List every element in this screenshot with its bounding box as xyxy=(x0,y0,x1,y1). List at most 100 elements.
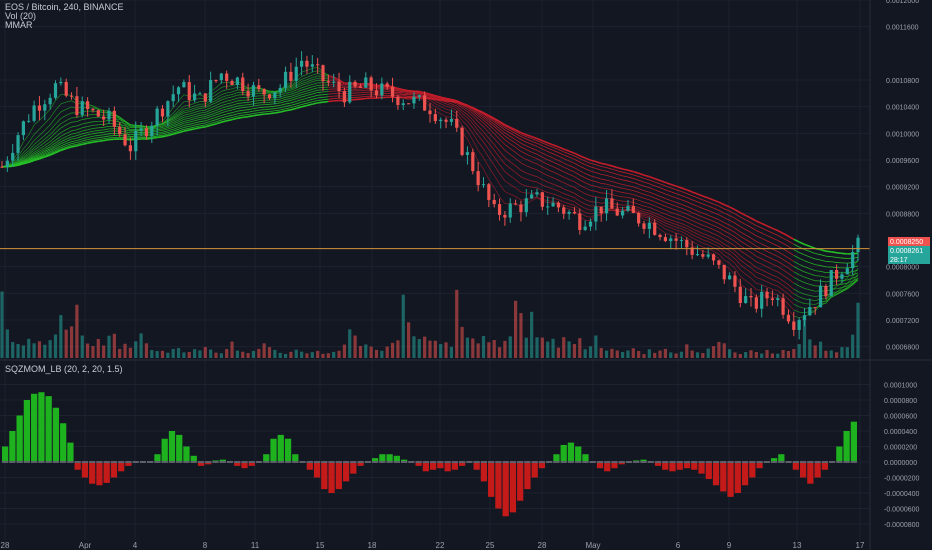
ribbon-segment xyxy=(697,243,704,248)
volume-bar xyxy=(749,350,753,358)
ribbon-segment xyxy=(520,133,527,137)
ribbon-segment xyxy=(584,187,591,191)
volume-bar xyxy=(808,339,812,358)
volume-bar xyxy=(294,349,298,358)
ribbon-segment xyxy=(205,112,211,115)
symbol-legend[interactable]: EOS / Bitcoin, 240, BINANCE xyxy=(5,2,124,12)
ribbon-segment xyxy=(756,277,762,280)
ribbon-segment xyxy=(590,162,596,166)
ribbon-segment xyxy=(461,125,468,132)
ribbon-segment xyxy=(558,160,564,164)
ribbon-segment xyxy=(515,165,522,171)
momentum-axis[interactable]: 0.00010000.00008000.00006000.00004000.00… xyxy=(884,383,920,530)
ribbon-segment xyxy=(119,119,126,123)
ribbon-segment xyxy=(708,235,714,239)
ribbon-segment xyxy=(119,122,126,131)
ribbon-segment xyxy=(167,128,174,132)
ribbon-segment xyxy=(697,218,704,222)
ribbon-segment xyxy=(584,182,591,186)
candle-body xyxy=(637,213,641,224)
ribbon-segment xyxy=(536,140,543,144)
ribbon-segment xyxy=(44,141,51,146)
candle-body xyxy=(0,166,4,168)
ribbon-segment xyxy=(638,172,645,176)
ribbon-segment xyxy=(574,204,581,210)
ribbon-segment xyxy=(87,140,94,142)
volume-bar xyxy=(0,291,4,358)
ribbon-segment xyxy=(28,155,35,160)
ribbon-segment xyxy=(301,74,308,77)
time-tick-label: 28 xyxy=(538,541,547,550)
ribbon-segment xyxy=(520,139,527,143)
ribbon-segment xyxy=(445,98,452,100)
ribbon-segment xyxy=(659,195,666,199)
ribbon-segment xyxy=(285,98,291,100)
ribbon-segment xyxy=(28,152,35,157)
ribbon-segment xyxy=(649,175,655,180)
ribbon-segment xyxy=(49,146,56,151)
momentum-bar xyxy=(371,458,379,462)
squeeze-dot xyxy=(226,461,234,463)
ribbon-segment xyxy=(606,183,612,186)
ribbon-segment xyxy=(194,118,201,122)
ribbon-segment xyxy=(66,133,72,137)
ribbon-segment xyxy=(734,258,741,265)
volume-legend[interactable]: Vol (20) xyxy=(5,11,37,21)
ribbon-segment xyxy=(579,165,586,170)
squeeze-dot xyxy=(328,461,335,463)
ribbon-segment xyxy=(435,103,441,107)
ribbon-segment xyxy=(467,120,474,129)
ribbon-segment xyxy=(285,104,291,107)
ribbon-segment xyxy=(563,193,570,196)
ribbon-segment xyxy=(585,199,591,203)
volume-bar xyxy=(551,338,555,358)
ribbon-segment xyxy=(831,261,837,263)
squeeze-dot xyxy=(125,461,132,463)
volume-bar xyxy=(679,351,684,358)
squeeze-legend[interactable]: SQZMOM_LB (20, 2, 20, 1.5) xyxy=(5,364,123,374)
volume-bar xyxy=(626,350,630,358)
ribbon-segment xyxy=(675,202,682,205)
squeeze-dot xyxy=(31,461,38,463)
candle-body xyxy=(818,285,823,308)
ribbon-segment xyxy=(740,259,746,265)
squeeze-dot xyxy=(524,461,531,463)
mmar-legend[interactable]: MMAR xyxy=(5,20,33,30)
ribbon-segment xyxy=(23,161,29,165)
ribbon-segment xyxy=(718,205,725,210)
ribbon-segment xyxy=(183,119,190,122)
ribbon-segment xyxy=(766,266,773,270)
ribbon-segment xyxy=(638,179,645,183)
ribbon-segment xyxy=(87,117,94,119)
ribbon-segment xyxy=(643,215,650,218)
ribbon-segment xyxy=(92,127,99,129)
ribbon-segment xyxy=(574,152,581,157)
ribbon-segment xyxy=(124,133,131,136)
ribbon-segment xyxy=(750,284,757,291)
ribbon-segment xyxy=(820,270,826,273)
ribbon-segment xyxy=(745,253,752,259)
ribbon-segment xyxy=(141,127,147,129)
ribbon-segment xyxy=(809,278,816,282)
momentum-bar xyxy=(567,442,575,462)
price-tick-label: 0.0008800 xyxy=(886,211,919,218)
ribbon-segment xyxy=(536,181,543,186)
squeeze-dot xyxy=(292,461,299,463)
volume-bar xyxy=(444,342,448,358)
candle-body xyxy=(556,202,560,208)
ribbon-segment xyxy=(167,118,174,123)
volume-bar xyxy=(524,337,528,358)
ribbon-segment xyxy=(681,228,687,232)
time-axis[interactable]: 28 Apr 4 8 11 15 18 22 25 28 May 6 9 13 17 xyxy=(1,541,865,550)
price-tick-label: 0.0006800 xyxy=(886,345,919,352)
ribbon-segment xyxy=(461,110,468,115)
ribbon-segment xyxy=(296,85,302,89)
candle-body xyxy=(134,130,138,152)
ribbon-segment xyxy=(745,263,752,269)
ribbon-segment xyxy=(205,116,211,119)
ribbon-segment xyxy=(526,153,532,157)
ribbon-segment xyxy=(306,93,313,96)
ribbon-segment xyxy=(419,93,425,95)
candle-body xyxy=(412,96,416,104)
price-axis[interactable]: 0.00120000.00116000.00108000.00104000.00… xyxy=(886,0,919,352)
